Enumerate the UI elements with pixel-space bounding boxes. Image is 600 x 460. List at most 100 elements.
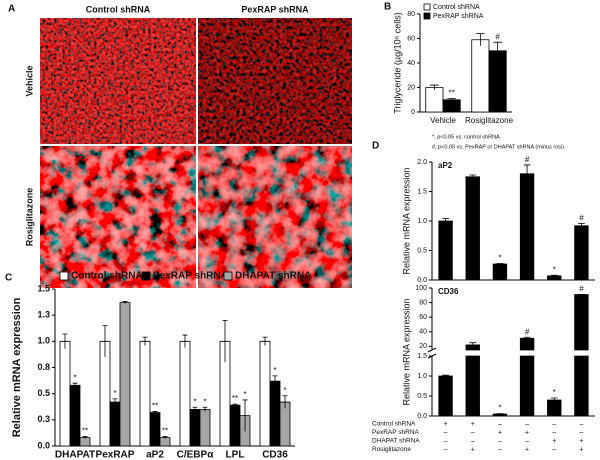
error-bar [122,301,128,304]
chart-title: CD36 [438,287,459,296]
condition-sign: – [552,429,556,436]
error-bar [550,397,558,402]
bar [465,344,480,417]
y-tick-label: 1.0 [417,373,427,380]
condition-sign: – [444,446,448,453]
y-tick-label: 0 [411,109,415,116]
annotation: # [525,155,530,164]
annotation: ** [162,427,168,436]
condition-sign: – [498,438,502,445]
condition-sign: – [579,429,583,436]
error-bar [142,336,148,346]
bar [59,340,71,447]
y-tick-label: 1.5 [417,353,427,360]
x-tick-label: C/EBPα [177,450,215,460]
annotation: * [193,397,196,406]
bar [492,263,508,281]
y-tick-label: 0.0 [417,413,427,420]
panel-letter: A [8,4,15,15]
legend-swatch [223,271,233,281]
note: #, p<0.05 vs. PexRAP or DHAPAT shRNA (mi… [432,144,564,150]
chart-title: aP2 [438,161,453,170]
panel-letter: B [384,2,391,13]
error-bar [282,395,288,409]
y-axis-title: Relative mRNA expression [401,298,411,405]
axis-break [427,347,437,359]
annotation: # [495,32,500,41]
error-bar [496,263,504,265]
y-tick-label: 1.0 [37,336,50,346]
legend-swatch [141,271,151,281]
y-tick-label: 0.5 [417,247,427,254]
annotation: * [113,389,116,398]
y-tick-label: 0.5 [417,393,427,400]
y-tick-label: 1.3 [37,310,50,320]
bar [269,380,281,447]
x-tick-label: CD36 [262,450,288,460]
bar [139,340,151,447]
bar [438,375,453,417]
condition-label: Control shRNA [372,421,416,428]
error-bar [523,336,531,340]
y-tick-label: 0.3 [37,414,50,424]
error-bar [578,222,585,229]
column-label: Control shRNA [86,4,151,14]
panel-letter: C [5,273,12,284]
condition-sign: – [525,438,529,445]
bar [259,340,271,447]
bar [438,220,453,281]
micrograph [198,146,352,288]
x-tick-label: Vehicle [430,116,456,125]
y-tick-label: 40 [407,60,415,67]
condition-sign: + [579,446,583,453]
error-bar [476,33,485,46]
y-tick-label: 20 [419,343,427,350]
condition-sign: – [552,421,556,428]
annotation: # [579,285,584,294]
error-bar [447,98,456,101]
error-bar [496,413,504,415]
legend-label: PexRAP shRNA [433,13,484,20]
error-bar [202,406,208,412]
column-label: PexRAP shRNA [241,4,309,14]
legend-swatch [423,12,431,20]
error-bar [192,406,198,412]
condition-label: PexRAP shRNA [372,429,420,436]
error-bar [523,164,531,183]
bar [574,294,589,417]
condition-sign: – [579,421,583,428]
condition-sign: + [444,421,448,428]
condition-sign: + [579,438,583,445]
condition-sign: + [471,421,475,428]
micrograph [198,18,352,144]
legend-label: Control shRNA [433,4,480,11]
condition-sign: – [444,429,448,436]
x-tick-label: Rosiglitazone [465,116,514,125]
bar [465,176,480,281]
y-tick-label: 0.8 [37,362,50,372]
bar [519,173,535,281]
error-bar [112,398,118,406]
y-axis-title: Triglyceride (µg/10⁶ cells) [392,12,402,114]
bar [229,404,241,447]
y-tick-label: 80 [419,299,427,306]
annotation: * [273,366,276,375]
condition-sign: – [525,421,529,428]
y-tick-label: 2.0 [417,159,427,166]
y-tick-label: 60 [407,35,415,42]
panel-letter: D [372,141,379,152]
y-tick-label: 0.0 [417,277,427,284]
condition-sign: + [498,429,502,436]
bar [547,399,562,417]
bar [159,437,171,447]
error-bar [469,174,477,179]
y-axis-title: Relative mRNA expression [11,297,23,437]
row-label: Rosiglitazone [24,188,34,247]
condition-sign: – [444,438,448,445]
annotation: * [553,265,556,274]
condition-sign: + [525,446,529,453]
bar [99,340,111,447]
condition-sign: – [498,446,502,453]
bar [488,50,507,113]
